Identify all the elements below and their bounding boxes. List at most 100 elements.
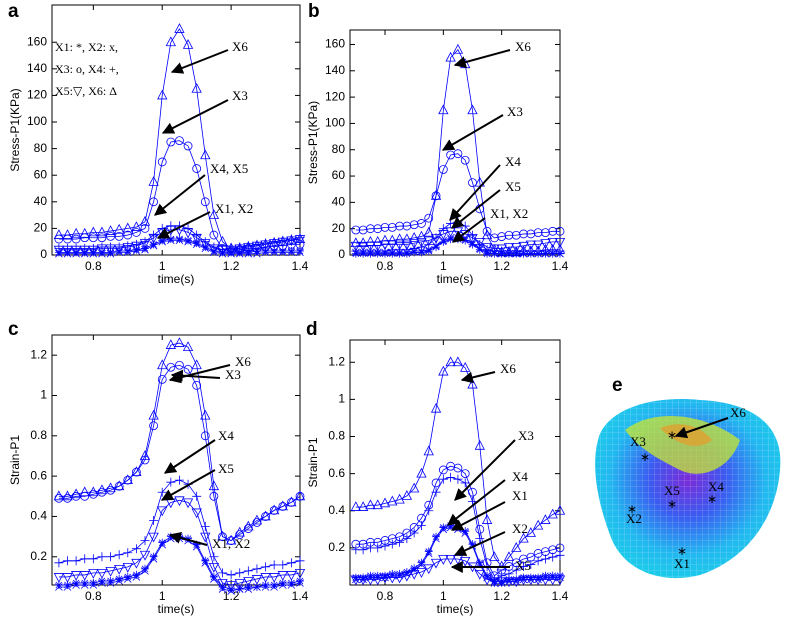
data-point (270, 583, 278, 591)
data-point (431, 478, 441, 488)
annotation: X4, X5 (210, 161, 248, 176)
x-tick-label: 1.2 (493, 259, 510, 273)
data-point (381, 249, 389, 258)
data-point (548, 249, 557, 258)
data-point (461, 527, 470, 536)
annotation-arrow (447, 479, 506, 526)
annotation-arrow (163, 439, 216, 474)
data-point (80, 249, 89, 258)
data-point (62, 490, 73, 501)
data-point (80, 554, 90, 564)
data-point (132, 245, 141, 254)
data-point (525, 575, 536, 586)
data-point (395, 248, 404, 257)
data-point (218, 568, 227, 578)
data-point (131, 544, 141, 554)
data-point (260, 510, 271, 521)
data-point (244, 585, 253, 593)
data-point (88, 486, 99, 497)
data-point (373, 248, 382, 257)
data-point (209, 491, 219, 501)
x-tick-label: 1.4 (292, 589, 309, 603)
data-point (424, 547, 433, 556)
data-point (123, 475, 133, 485)
data-point (166, 137, 176, 147)
data-point (132, 573, 141, 581)
data-point (467, 378, 478, 389)
model-point: ∗ (627, 502, 637, 516)
data-point (417, 248, 426, 257)
annotation-arrow (154, 174, 206, 216)
plot-frame (51, 4, 301, 256)
x-tick-label: 1.4 (552, 259, 569, 273)
data-point (387, 234, 398, 245)
data-point (251, 241, 263, 252)
x-tick-label: 1.2 (223, 589, 240, 603)
data-point (89, 248, 98, 257)
data-point (261, 581, 270, 589)
data-point (403, 248, 411, 257)
data-point (141, 567, 149, 575)
data-point (132, 247, 141, 255)
data-point (534, 573, 543, 582)
data-point (269, 239, 280, 249)
data-point (438, 104, 449, 115)
data-point (115, 248, 123, 257)
y-tick-label: 120 (325, 89, 345, 103)
panel-label: c (8, 319, 19, 340)
y-tick-label: 1.2 (30, 347, 47, 361)
data-point (54, 558, 64, 568)
data-point (252, 518, 262, 527)
data-point (243, 520, 254, 531)
y-tick-label: 1 (40, 388, 47, 402)
data-point (423, 445, 434, 456)
data-point (402, 221, 412, 231)
data-point (89, 581, 98, 589)
series-line (58, 364, 301, 542)
data-point (474, 439, 485, 450)
data-point (445, 356, 456, 367)
data-point (106, 248, 115, 257)
data-point (402, 534, 412, 544)
data-point (175, 236, 184, 245)
data-point (395, 249, 404, 258)
x-tick-label: 0.8 (85, 259, 102, 273)
x-axis-label: time(s) (437, 272, 474, 286)
data-point (460, 361, 471, 372)
data-point (438, 230, 449, 240)
y-tick-label: 120 (27, 88, 47, 102)
data-point (423, 564, 434, 575)
panel: a 0 20 40 60 80 100 120 140 160 0.8 1 1.2 1.4 time(s) S… (8, 1, 309, 286)
data-point (106, 249, 115, 258)
data-point (540, 554, 550, 564)
data-point (63, 581, 72, 589)
data-point (218, 583, 227, 592)
data-point (88, 489, 98, 499)
annotation-arrow (441, 114, 504, 151)
data-point (96, 569, 108, 579)
note: X1: *, X2: x, (55, 40, 118, 54)
model-label: X6 (730, 405, 746, 420)
data-point (106, 485, 115, 495)
x-axis-label: time(s) (158, 272, 195, 286)
data-point (424, 213, 434, 223)
data-point (72, 249, 80, 258)
data-point (432, 534, 440, 543)
data-point (446, 472, 456, 482)
data-point (209, 230, 219, 240)
data-point (351, 573, 360, 582)
x-tick-label: 1.4 (552, 589, 569, 603)
data-point (532, 519, 544, 530)
data-point (139, 239, 151, 249)
data-point (431, 487, 441, 497)
data-point (141, 245, 149, 254)
data-point (243, 566, 253, 576)
data-point (417, 560, 426, 569)
x-tick-label: 1 (440, 589, 447, 603)
data-point (123, 248, 132, 257)
data-point (372, 241, 383, 252)
data-point (554, 575, 566, 586)
data-point (460, 556, 471, 567)
annotation-arrow (160, 469, 216, 501)
data-point (149, 555, 158, 563)
